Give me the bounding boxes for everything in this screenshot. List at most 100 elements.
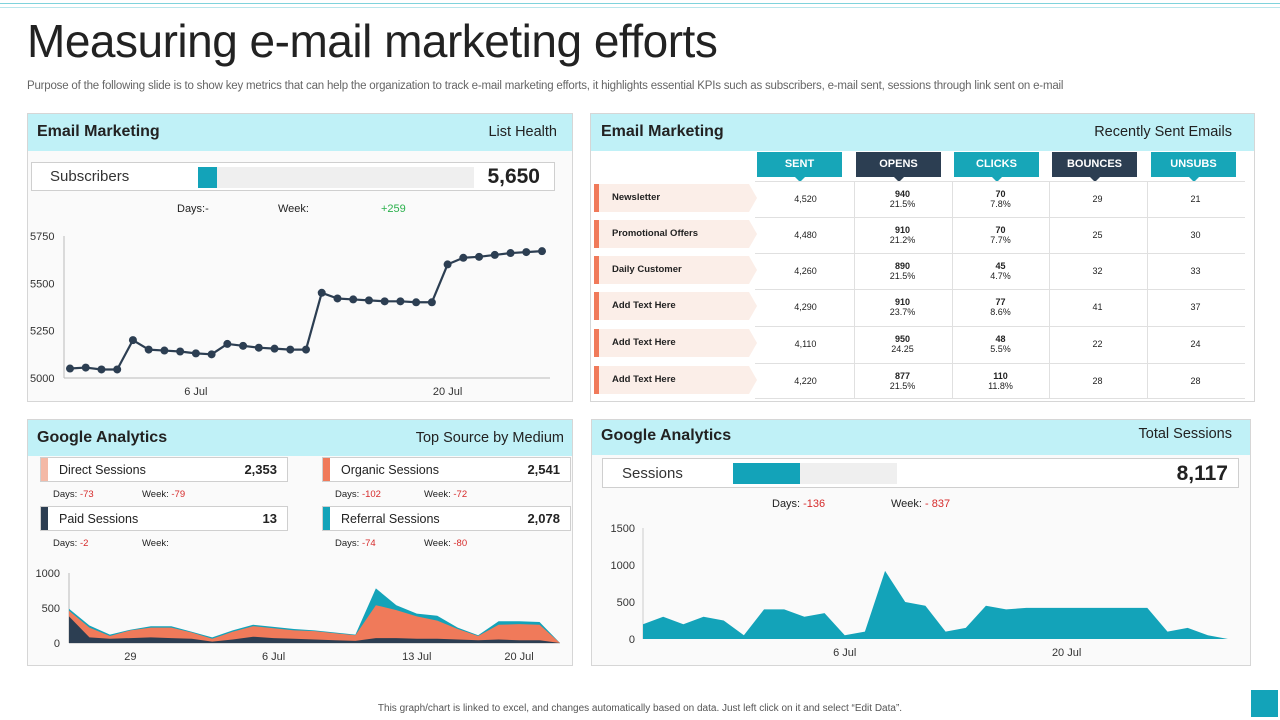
paid-sessions-label: Paid Sessions <box>59 512 139 526</box>
sessions-card[interactable]: Sessions 8,117 <box>602 458 1239 488</box>
table-row-label[interactable]: Newsletter <box>594 184 757 212</box>
direct-sessions-week: Week: -79 <box>142 489 185 500</box>
row-label-text: Add Text Here <box>612 374 676 385</box>
column-header-opens[interactable]: OPENS <box>856 152 941 182</box>
sessions-days-stat: Days: -136 <box>772 498 825 510</box>
subscribers-days-stat: Days:- <box>177 203 212 215</box>
source-accent <box>41 507 48 530</box>
data-point <box>380 297 389 306</box>
days-value: -136 <box>803 498 826 510</box>
cell-sent: 4,480 <box>794 230 817 240</box>
data-point <box>160 346 169 355</box>
week-value: -80 <box>453 538 468 549</box>
cell-count: 910 <box>894 225 911 235</box>
data-point <box>97 365 106 374</box>
table-row-label[interactable]: Add Text Here <box>594 292 757 320</box>
recent-emails-title: Email Marketing <box>601 123 724 140</box>
cell-unsubs: 21 <box>1190 194 1201 204</box>
table-row-label[interactable]: Add Text Here <box>594 366 757 394</box>
list-health-subtitle: List Health <box>488 124 557 140</box>
paid-sessions-card[interactable]: Paid Sessions 13 <box>40 506 288 531</box>
row-accent <box>594 184 599 212</box>
y-tick-label: 1000 <box>36 568 60 580</box>
sessions-week-stat: Week: - 837 <box>891 498 950 510</box>
list-health-panel: Email Marketing List Health Subscribers … <box>27 113 573 402</box>
y-tick-label: 5250 <box>30 326 54 338</box>
table-row-label[interactable]: Daily Customer <box>594 256 757 284</box>
cell-opens: 940 21.5% <box>854 189 951 209</box>
x-tick-label: 6 Jul <box>833 647 856 659</box>
days-label: Days: <box>53 538 80 549</box>
subscribers-value: 5,650 <box>487 165 540 188</box>
cell-count: 70 <box>995 189 1006 199</box>
data-point <box>286 345 295 354</box>
row-label-text: Newsletter <box>612 192 661 203</box>
cell-count: 877 <box>894 371 911 381</box>
data-point <box>239 341 248 350</box>
week-label: Week: <box>424 489 454 500</box>
subscribers-week-stat: Week: <box>278 203 309 215</box>
data-point <box>254 343 263 352</box>
subscribers-card[interactable]: Subscribers 5,650 <box>31 162 555 191</box>
direct-sessions-card[interactable]: Direct Sessions 2,353 <box>40 457 288 482</box>
table-row-label[interactable]: Add Text Here <box>594 329 757 357</box>
row-label-text: Add Text Here <box>612 300 676 311</box>
column-header-clicks[interactable]: CLICKS <box>954 152 1039 182</box>
cell-opens: 890 21.5% <box>854 261 951 281</box>
cell-clicks: 70 7.8% <box>952 189 1049 209</box>
referral-sessions-card[interactable]: Referral Sessions 2,078 <box>322 506 571 531</box>
cell-bounces: 32 <box>1092 266 1103 276</box>
column-header-unsubs[interactable]: UNSUBS <box>1151 152 1236 182</box>
data-point <box>412 298 421 307</box>
data-point <box>396 297 405 306</box>
column-header-bounces[interactable]: BOUNCES <box>1052 152 1137 182</box>
cell-opens: 910 21.2% <box>854 225 951 245</box>
data-point <box>302 345 310 354</box>
days-value: -73 <box>79 489 94 500</box>
table-row-label[interactable]: Promotional Offers <box>594 220 757 248</box>
cell-unsubs: 28 <box>1190 376 1201 386</box>
cell-clicks: 70 7.7% <box>952 225 1049 245</box>
cell-count: 940 <box>894 189 911 199</box>
data-point <box>176 347 185 356</box>
table-gridline <box>755 326 1245 327</box>
data-point <box>522 248 531 257</box>
cell-percent: 7.7% <box>990 235 1011 245</box>
data-point <box>223 339 232 348</box>
cell-count: 77 <box>995 297 1006 307</box>
cell-unsubs: 37 <box>1190 302 1201 312</box>
subscribers-line-chart: 5750 5500 5250 5000 6 Jul 20 Jul <box>30 231 550 398</box>
week-label: Week: <box>142 489 172 500</box>
row-accent <box>594 329 599 357</box>
cell-sent: 4,110 <box>794 339 817 349</box>
top-source-header: Google Analytics Top Source by Medium <box>28 420 572 456</box>
days-label: Days: <box>335 538 362 549</box>
top-source-title: Google Analytics <box>37 429 168 446</box>
data-point <box>333 294 342 303</box>
subscribers-bar-fill <box>198 167 218 188</box>
organic-sessions-week: Week: -72 <box>424 489 467 500</box>
total-sessions-header: Google Analytics Total Sessions <box>592 420 1250 455</box>
source-accent <box>323 507 330 530</box>
organic-sessions-card[interactable]: Organic Sessions 2,541 <box>322 457 571 482</box>
referral-sessions-days: Days: -74 <box>335 538 376 549</box>
area-series-2 <box>69 605 560 643</box>
y-tick-label: 5500 <box>30 278 54 290</box>
data-point <box>427 298 436 307</box>
area-series-3 <box>69 616 560 643</box>
y-tick-label: 5000 <box>30 373 54 385</box>
data-point <box>207 350 216 359</box>
cell-percent: 21.5% <box>889 381 916 391</box>
week-value: -72 <box>453 489 468 500</box>
sessions-area-chart: 1500 1000 500 0 6 Jul 20 Jul <box>611 523 1228 659</box>
column-header-sent[interactable]: SENT <box>757 152 842 182</box>
data-point <box>443 260 452 269</box>
y-tick-label: 500 <box>42 603 60 615</box>
week-label: Week: <box>278 203 309 215</box>
row-accent <box>594 220 599 248</box>
data-point <box>128 336 137 345</box>
subscribers-label: Subscribers <box>50 168 130 185</box>
days-value: -2 <box>79 538 89 549</box>
subscribers-week-value: +259 <box>381 203 406 215</box>
paid-sessions-days: Days: -2 <box>53 538 88 549</box>
